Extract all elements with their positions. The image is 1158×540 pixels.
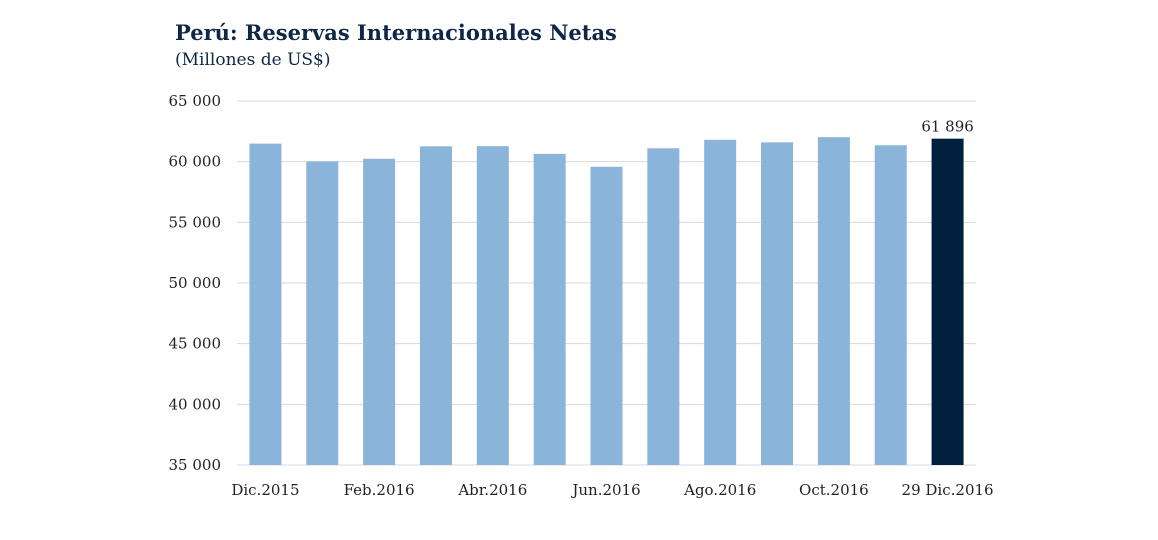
bar-5 bbox=[533, 153, 566, 465]
bar-9 bbox=[761, 142, 794, 465]
bars bbox=[249, 137, 964, 466]
bar-6 bbox=[590, 166, 623, 466]
data-labels: 61 896 bbox=[921, 118, 974, 136]
y-axis-ticks: 35 000 40 000 45 000 50 000 55 000 60 000 65 0… bbox=[169, 92, 222, 474]
x-axis-ticks: Dic.2015 Feb.2016 Abr.2016 Jun.2016 Ago.2016… bbox=[231, 481, 993, 499]
x-tick-label: Oct.2016 bbox=[799, 481, 869, 499]
bar-3 bbox=[419, 146, 452, 466]
bar-11 bbox=[874, 145, 907, 466]
x-tick-label: Feb.2016 bbox=[344, 481, 415, 499]
y-tick-label: 35 000 bbox=[169, 456, 222, 474]
y-tick-label: 60 000 bbox=[169, 153, 222, 171]
x-tick-label: Abr.2016 bbox=[457, 481, 527, 499]
bar-12 bbox=[931, 138, 964, 465]
x-tick-label: Jun.2016 bbox=[570, 481, 640, 499]
x-tick-label: Ago.2016 bbox=[683, 481, 756, 499]
bar-7 bbox=[647, 148, 680, 466]
chart-subtitle: (Millones de US$) bbox=[175, 50, 331, 70]
y-tick-label: 55 000 bbox=[169, 213, 222, 231]
bar-4 bbox=[476, 146, 509, 465]
bar-0 bbox=[249, 143, 282, 465]
bar-1 bbox=[306, 161, 339, 465]
bar-2 bbox=[363, 158, 396, 465]
data-label: 61 896 bbox=[921, 118, 974, 136]
bar-10 bbox=[817, 137, 850, 466]
x-tick-label: 29 Dic.2016 bbox=[902, 481, 994, 499]
chart-title: Perú: Reservas Internacionales Netas bbox=[175, 20, 617, 45]
bar-8 bbox=[704, 139, 737, 465]
y-tick-label: 40 000 bbox=[169, 395, 222, 413]
y-tick-label: 50 000 bbox=[169, 274, 222, 292]
y-tick-label: 45 000 bbox=[169, 335, 222, 353]
x-tick-label: Dic.2015 bbox=[231, 481, 299, 499]
y-tick-label: 65 000 bbox=[169, 92, 222, 110]
